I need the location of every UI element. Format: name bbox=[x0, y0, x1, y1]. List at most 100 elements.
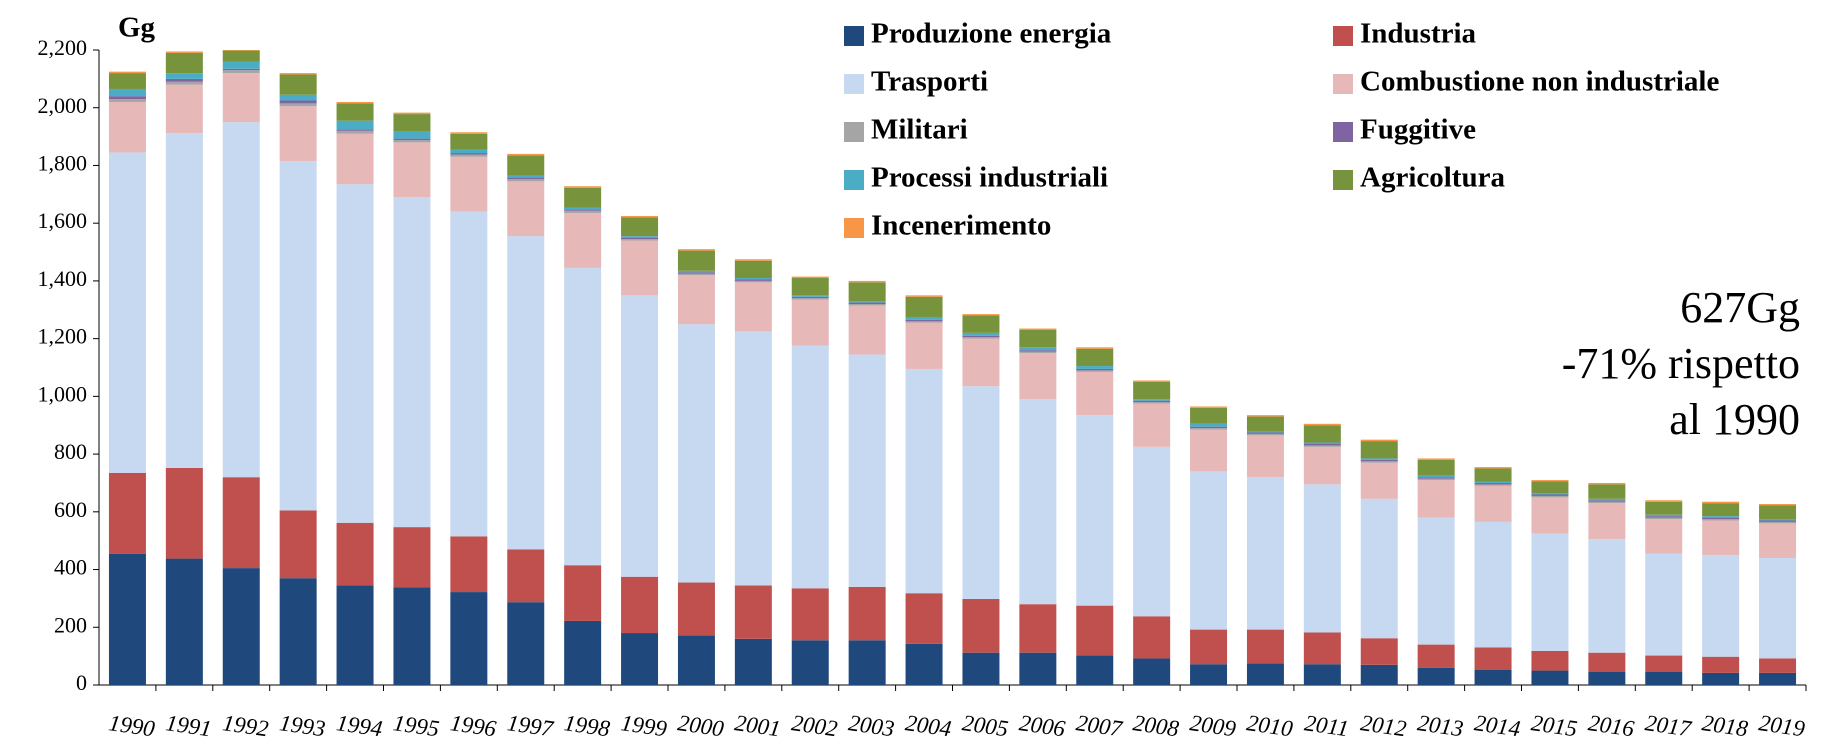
bar-segment bbox=[108, 472, 146, 554]
bar-segment bbox=[1702, 519, 1740, 521]
bar-segment bbox=[962, 337, 1000, 339]
bar-segment bbox=[621, 240, 659, 296]
bar-segment bbox=[848, 640, 886, 685]
bar-segment bbox=[222, 477, 260, 569]
x-tick-label: 1992 bbox=[221, 710, 270, 741]
bar-segment bbox=[1417, 644, 1455, 668]
bar-segment bbox=[962, 314, 1000, 316]
bar-segment bbox=[848, 302, 886, 304]
bar-segment bbox=[848, 305, 886, 355]
bar-segment bbox=[1474, 468, 1512, 482]
bar-segment bbox=[1360, 461, 1398, 463]
bar-segment bbox=[1360, 441, 1398, 459]
bar-segment bbox=[1645, 514, 1683, 517]
bar-segment bbox=[1246, 415, 1284, 417]
bar-segment bbox=[1702, 501, 1740, 504]
bar-segment bbox=[1360, 458, 1398, 460]
bar-segment bbox=[279, 94, 317, 101]
bar-segment bbox=[279, 100, 317, 104]
legend-swatch bbox=[844, 122, 864, 142]
bar-segment bbox=[1759, 672, 1797, 685]
bar-segment bbox=[393, 140, 431, 143]
bar-segment bbox=[1190, 429, 1228, 472]
bar-segment bbox=[165, 78, 203, 82]
bar-segment bbox=[1417, 459, 1455, 476]
bar-segment bbox=[1474, 467, 1512, 469]
bar-segment bbox=[1133, 403, 1171, 447]
x-tick-label: 1991 bbox=[164, 710, 213, 741]
bar-segment bbox=[1474, 481, 1512, 483]
bar-segment bbox=[1246, 629, 1284, 664]
x-tick-label: 2009 bbox=[1188, 710, 1238, 741]
bar-segment bbox=[393, 112, 431, 115]
bar-segment bbox=[507, 155, 545, 176]
legend-label: Militari bbox=[871, 114, 968, 146]
x-tick-label: 2002 bbox=[790, 710, 839, 741]
bar-segment bbox=[791, 299, 829, 346]
bar-segment bbox=[905, 322, 943, 369]
y-tick-label: 400 bbox=[54, 555, 87, 580]
bar-segment bbox=[905, 319, 943, 322]
bar-segment bbox=[791, 298, 829, 300]
bar-segment bbox=[1702, 520, 1740, 556]
bar-segment bbox=[507, 153, 545, 156]
y-tick-label: 600 bbox=[54, 497, 87, 522]
bar-segment bbox=[1019, 652, 1057, 685]
bar-segment bbox=[848, 354, 886, 587]
bar-segment bbox=[108, 71, 146, 74]
bar-segment bbox=[1246, 432, 1284, 434]
legend-swatch bbox=[844, 218, 864, 238]
x-tick-label: 2004 bbox=[904, 710, 953, 741]
bar-segment bbox=[564, 209, 602, 211]
bar-segment bbox=[1019, 604, 1057, 653]
bar-segment bbox=[336, 522, 374, 586]
bar-segment bbox=[677, 582, 715, 636]
bar-segment bbox=[1759, 523, 1797, 558]
bar-segment bbox=[1645, 672, 1683, 685]
bar-segment bbox=[393, 138, 431, 141]
bar-segment bbox=[734, 282, 772, 332]
bar-segment bbox=[848, 280, 886, 283]
x-tick-label: 1999 bbox=[619, 710, 669, 741]
bar-segment bbox=[507, 236, 545, 550]
bar-segment bbox=[393, 142, 431, 198]
bar-segment bbox=[165, 51, 203, 53]
bar-segment bbox=[848, 301, 886, 303]
x-tick-label: 2000 bbox=[676, 710, 726, 741]
bar-segment bbox=[677, 635, 715, 685]
bar-segment bbox=[279, 578, 317, 685]
bar-segment bbox=[279, 510, 317, 579]
x-tick-label: 2012 bbox=[1359, 710, 1408, 741]
bar-segment bbox=[1019, 353, 1057, 400]
bar-segment bbox=[1360, 462, 1398, 499]
bar-segment bbox=[1303, 632, 1341, 665]
bar-segment bbox=[222, 61, 260, 69]
bar-segment bbox=[1133, 400, 1171, 403]
bar-segment bbox=[621, 236, 659, 238]
bar-segment bbox=[1076, 348, 1114, 367]
x-tick-label: 1993 bbox=[278, 710, 327, 741]
bar-segment bbox=[1190, 471, 1228, 630]
bar-segment bbox=[1019, 329, 1057, 348]
bar-segment bbox=[621, 217, 659, 237]
x-tick-label: 2010 bbox=[1245, 710, 1295, 741]
bar-segment bbox=[165, 81, 203, 85]
bar-segment bbox=[677, 249, 715, 251]
bar-segment bbox=[1531, 650, 1569, 671]
bar-segment bbox=[1702, 656, 1740, 673]
bar-segment bbox=[962, 335, 1000, 338]
bar-segment bbox=[336, 133, 374, 185]
bar-segment bbox=[1019, 328, 1057, 330]
bar-segment bbox=[507, 602, 545, 685]
bar-segment bbox=[1076, 655, 1114, 685]
annotation: 627Gg bbox=[1680, 283, 1800, 332]
bar-segment bbox=[1474, 482, 1512, 485]
bar-segment bbox=[108, 99, 146, 102]
bar-segment bbox=[1588, 482, 1626, 485]
bar-segment bbox=[279, 161, 317, 511]
bar-segment bbox=[734, 259, 772, 261]
bar-segment bbox=[1588, 498, 1626, 501]
bar-segment bbox=[279, 74, 317, 95]
bar-segment bbox=[791, 640, 829, 685]
bar-segment bbox=[621, 633, 659, 685]
